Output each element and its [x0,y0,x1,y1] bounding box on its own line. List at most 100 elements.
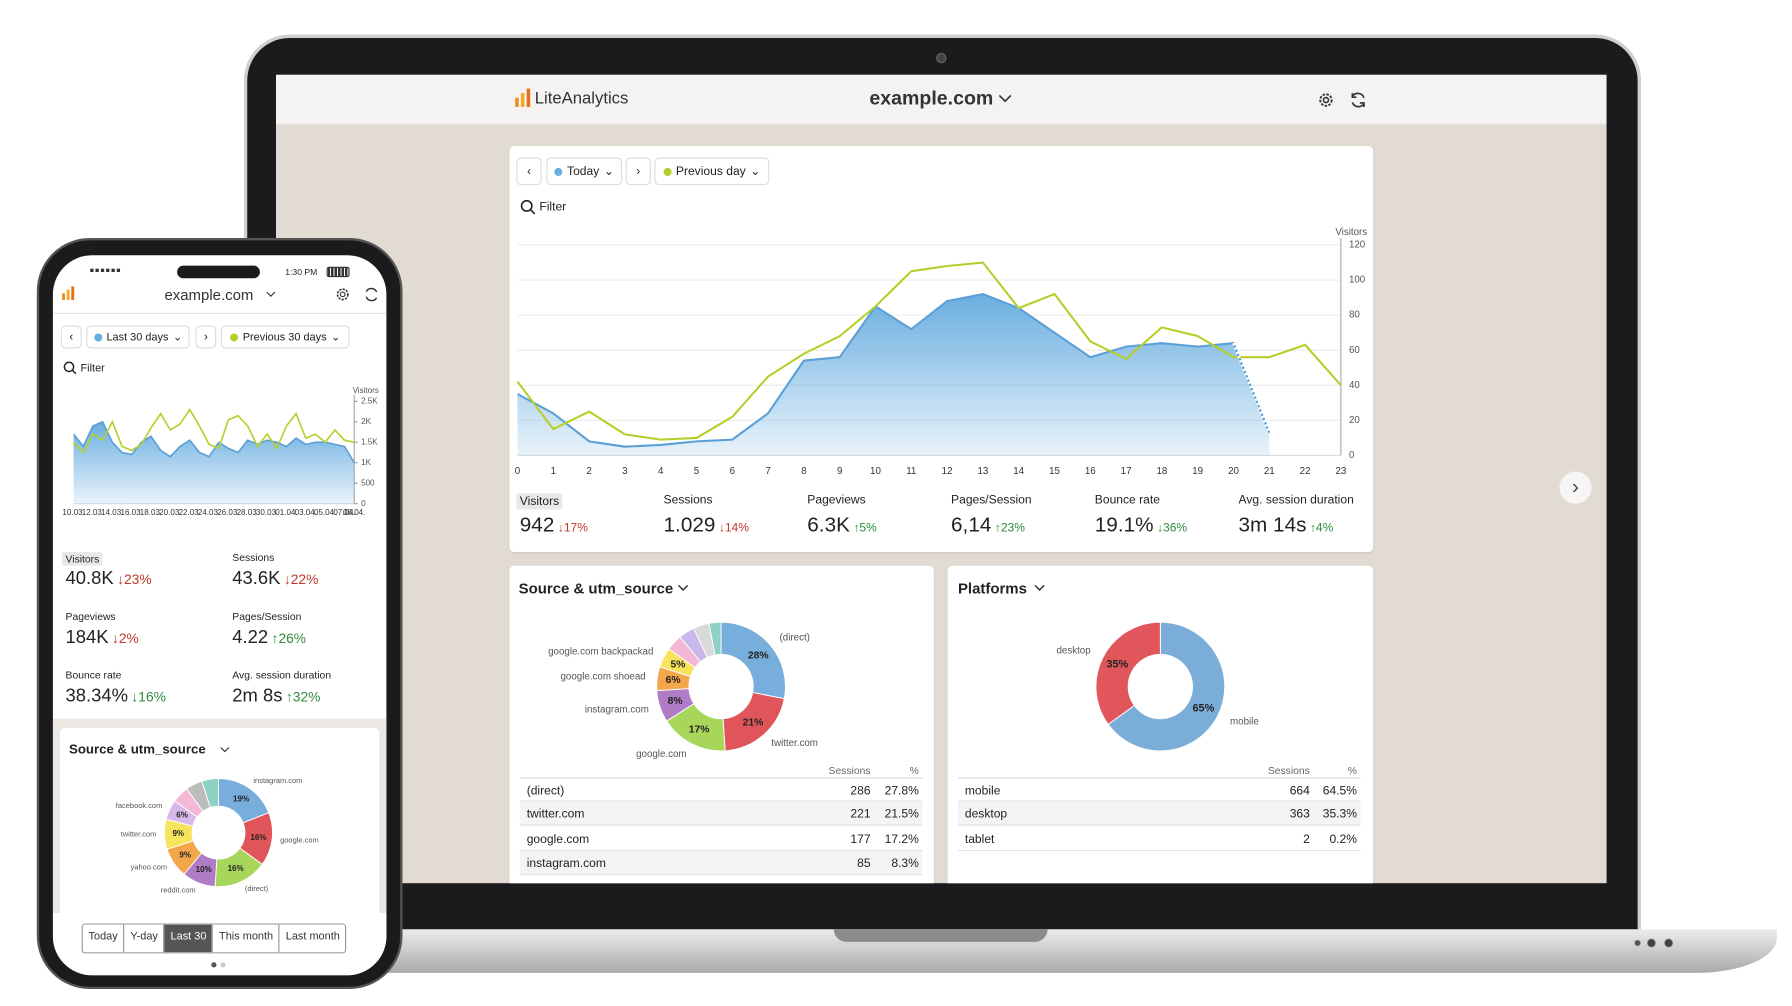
divider [52,312,387,314]
table-row: google.com 177 17.2% [519,826,923,851]
x-tick-label: 05.04. [314,508,336,517]
metric: 43.6K ↓22% [232,569,318,590]
metric: 6,14 ↑23% [951,512,1025,536]
settings-icon[interactable] [1317,91,1335,109]
site-selector[interactable]: example.com [164,286,254,304]
metric-change: ↑26% [271,630,307,647]
table-cell: 363 [1289,807,1310,822]
x-tick-label: 28.03. [237,508,259,517]
next-button[interactable]: › [195,325,217,349]
period: Last 30 days [106,330,169,344]
line [72,420,355,464]
card-title[interactable]: Source & utm_source [518,579,674,597]
metric-value: 19.1% [1094,512,1154,536]
y-tick-label: 2K [361,417,371,426]
tab[interactable]: Y-day [123,924,164,953]
table-cell: 64.5% [1322,784,1357,799]
logo [62,286,75,301]
metric-value: 40.8K [65,569,114,589]
x-tick-label: 18.03. [140,508,162,517]
column-header: Sessions [1267,764,1310,777]
x-tick-label: 16.03. [120,508,142,517]
metric-change: ↑32% [285,688,321,705]
x-tick-label: 10.03. [62,508,84,517]
next-button[interactable]: › [625,157,651,186]
table-cell: google.com [526,832,590,846]
x-tick-label: 12.03. [82,508,104,517]
y-tick-label: 1K [361,458,371,467]
metric-value: 942 [519,512,555,536]
table-cell: 177 [850,832,871,846]
main-card: ‹ Today ⌄ › Previous day ⌄ Filter [509,146,1374,553]
y-tick-label: 1.5K [361,437,378,446]
table-cell: tablet [964,832,995,846]
metric-label: Pages/Session [951,493,1032,508]
line [73,408,355,454]
search-icon [520,199,536,215]
table-cell: desktop [964,807,1008,822]
legend-dot [93,332,102,341]
table-row: mobile 664 64.5% [957,777,1361,802]
table-row: twitter.com 221 21.5% [519,801,923,827]
filter[interactable]: Filter [539,200,567,214]
laptop-screen: LiteAnalytics example.com ‹ Today ⌄ › Pre… [276,74,1607,884]
metric-value: 38.34% [65,686,128,707]
tab[interactable]: This month [212,924,279,953]
compare-select[interactable]: Previous day ⌄ [654,157,770,186]
table-cell: 35.3% [1322,807,1357,822]
table-row: (direct) 286 27.8% [519,777,923,802]
compare: Previous day [675,164,746,179]
metric: 6.3K ↑5% [807,512,877,536]
card-title[interactable]: Source & utm_source [69,742,206,757]
period-select[interactable]: Today ⌄ [546,157,623,186]
table-cell: mobile [964,784,1001,799]
notch [177,265,260,279]
metric-change: ↑23% [994,520,1026,535]
prev-button[interactable]: ‹ [516,157,542,186]
metric-label: Visitors [516,493,563,510]
settings-icon[interactable] [335,286,351,302]
laptop-notch [833,929,1048,942]
column-header: Sessions [828,764,871,777]
table-cell: 27.8% [884,784,919,799]
metric-value: 2m 8s [232,686,283,707]
card-title[interactable]: Platforms [957,579,1027,597]
metric-label: Pages/Session [232,610,302,623]
compare-select[interactable]: Previous 30 days ⌄ [220,325,350,349]
table-cell: (direct) [526,784,565,799]
metric: 1.029 ↓14% [664,512,749,536]
tab[interactable]: Today [82,924,124,953]
phone-screen: ■■■■■■ 1:30 PM example.com ‹ Last 30 day… [52,255,387,976]
tab[interactable]: Last month [278,924,346,953]
tab[interactable]: Last 30 [163,924,213,953]
chevron [266,291,276,297]
tab-bar: Today Y-day Last 30 This month Last month [81,923,347,954]
metric-change: ↓17% [557,520,589,535]
table-cell: 21.5% [884,807,919,822]
prev-button[interactable]: ‹ [60,325,82,349]
site-selector[interactable]: example.com [869,87,994,110]
table-row: tablet 2 0.2% [957,826,1361,851]
metric-label: Bounce rate [65,669,122,681]
metric: 2m 8s ↑32% [232,687,320,708]
column-header: % [909,764,919,777]
period: Today [567,164,600,179]
metric-value: 4.22 [232,627,269,648]
metric-change: ↓2% [111,630,139,647]
legend-dot [663,167,672,176]
next-arrow[interactable]: › [1559,471,1592,504]
column-header: % [1347,764,1357,777]
refresh-icon[interactable] [363,286,379,302]
table-cell: 2 [1303,832,1310,846]
brand: LiteAnalytics [534,89,629,109]
refresh-icon[interactable] [1349,91,1367,109]
page-dots [210,961,229,969]
legend-dot [230,332,239,341]
area [73,421,355,504]
metric: 3m 14s ↑4% [1239,512,1334,536]
period-select[interactable]: Last 30 days ⌄ [86,325,190,349]
filter[interactable]: Filter [80,362,105,375]
metric-value: 1.029 [663,512,716,536]
